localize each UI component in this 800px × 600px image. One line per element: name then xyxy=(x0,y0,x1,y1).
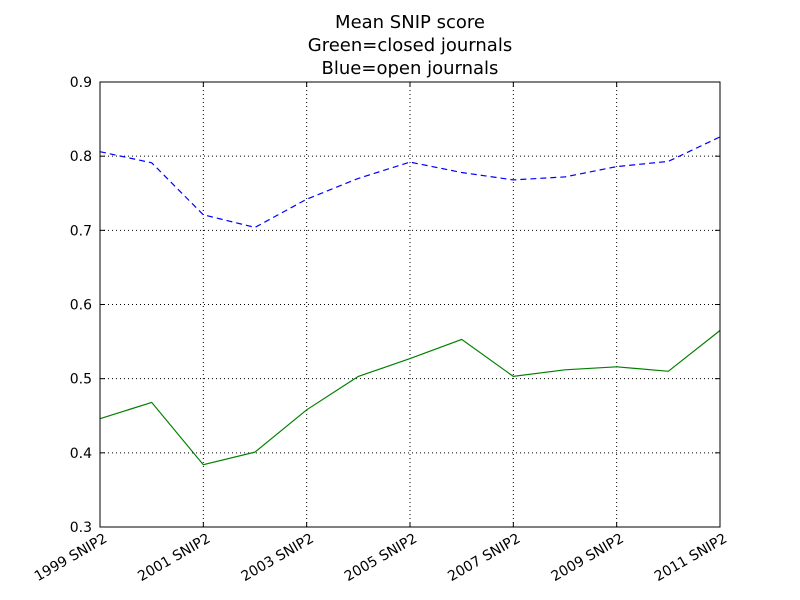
series-group xyxy=(99,136,721,466)
grid-lines xyxy=(100,82,720,527)
y-tick-label: 0.6 xyxy=(70,298,92,314)
chart-title-line-2: Green=closed journals xyxy=(308,35,512,56)
x-tick-label: 2005 SNIP2 xyxy=(342,531,420,585)
y-tick-label: 0.8 xyxy=(70,149,92,165)
x-tick-label: 2007 SNIP2 xyxy=(445,531,523,585)
series-line-1 xyxy=(99,330,721,466)
y-tick-label: 0.4 xyxy=(70,446,92,462)
chart-title: Mean SNIP score Green=closed journals Bl… xyxy=(308,12,512,79)
y-tick-label: 0.3 xyxy=(70,520,92,536)
x-tick-label: 1999 SNIP2 xyxy=(32,531,110,585)
x-tick-label: 2001 SNIP2 xyxy=(135,531,213,585)
y-tick-label: 0.7 xyxy=(70,223,92,239)
y-tick-label: 0.9 xyxy=(70,75,92,91)
x-tick-label: 2011 SNIP2 xyxy=(652,531,730,585)
y-axis-tick-labels: 0.3 0.4 0.5 0.6 0.7 0.8 0.9 xyxy=(70,75,92,536)
chart-title-line-3: Blue=open journals xyxy=(322,58,499,79)
x-tick-label: 2003 SNIP2 xyxy=(239,531,317,585)
x-axis-tick-labels: 1999 SNIP2 2001 SNIP2 2003 SNIP2 2005 SNIP2… xyxy=(32,531,730,585)
y-tick-label: 0.5 xyxy=(70,372,92,388)
axis-ticks xyxy=(99,81,721,528)
x-tick-label: 2009 SNIP2 xyxy=(549,531,627,585)
chart-title-line-1: Mean SNIP score xyxy=(335,12,485,33)
